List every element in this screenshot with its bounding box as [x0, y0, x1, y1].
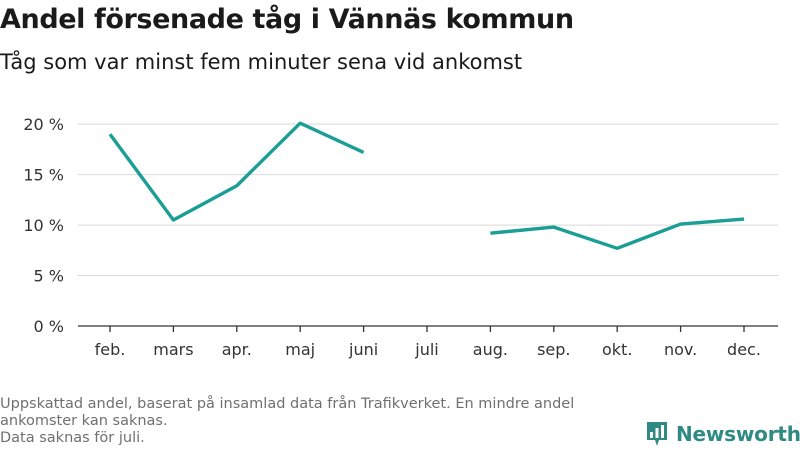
x-axis-ticks: feb. mars apr. maj juni juli aug. sep. okt. nov. d… — [95, 326, 761, 359]
x-tick-label: aug. — [473, 340, 508, 359]
x-tick-label: dec. — [727, 340, 761, 359]
chart-title: Andel försenade tåg i Vännäs kommun — [0, 4, 574, 35]
grid-lines — [78, 123, 778, 277]
y-tick-label: 15 % — [23, 166, 64, 185]
footnote-line: Data saknas för juli. — [0, 430, 145, 446]
footnote-line: Uppskattad andel, baserat på insamlad da… — [0, 396, 575, 429]
x-tick-label: nov. — [664, 340, 697, 359]
series-line-segment — [108, 121, 365, 222]
brand-name: Newsworthy — [676, 422, 800, 446]
newsworthy-logo: Newsworthy — [645, 420, 800, 448]
y-tick-label: 5 % — [34, 267, 64, 286]
bar-chart-logo-icon — [647, 422, 667, 446]
x-tick-label: feb. — [95, 340, 126, 359]
y-tick-label: 10 % — [23, 216, 64, 235]
x-tick-label: juli — [414, 340, 438, 359]
series-lines — [108, 121, 745, 251]
x-tick-label: okt. — [602, 340, 632, 359]
y-tick-label: 0 % — [34, 317, 64, 336]
series-line-segment — [490, 217, 745, 251]
x-tick-label: juni — [348, 340, 378, 359]
x-tick-label: mars — [153, 340, 193, 359]
footnote: Uppskattad andel, baserat på insamlad da… — [0, 396, 640, 447]
y-tick-label: 20 % — [23, 115, 64, 134]
chart-subtitle: Tåg som var minst fem minuter sena vid a… — [0, 50, 523, 74]
x-tick-label: maj — [285, 340, 315, 359]
x-tick-label: sep. — [537, 340, 570, 359]
y-axis-ticks: 0 % 5 % 10 % 15 % 20 % — [23, 115, 64, 336]
x-tick-label: apr. — [222, 340, 252, 359]
